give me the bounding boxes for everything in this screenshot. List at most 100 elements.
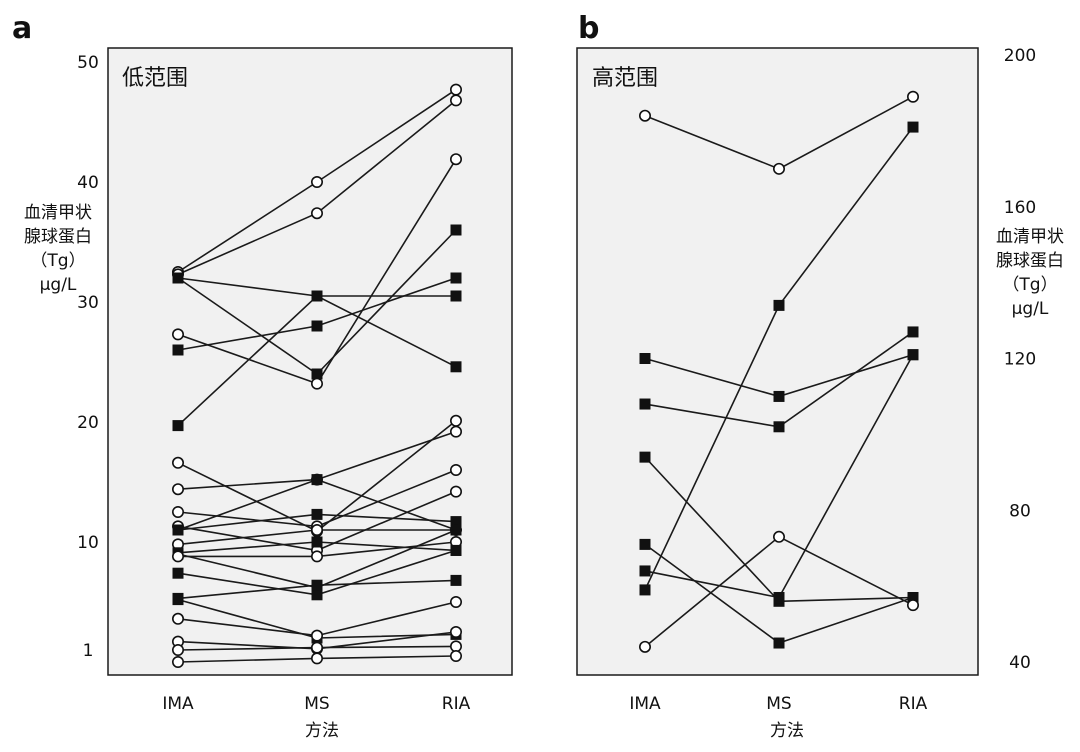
circle-marker (310, 641, 323, 654)
panel-b-y-ticks: 40 80 120 160 200 (1004, 46, 1036, 673)
circle-marker (449, 83, 462, 96)
square-marker (311, 368, 323, 380)
y-tick-label: 30 (77, 293, 99, 313)
x-tick-label: RIA (442, 694, 471, 714)
y-tick-label: 120 (1004, 350, 1036, 370)
circle-marker (172, 655, 185, 668)
y-label-line: 血清甲状 (996, 227, 1064, 247)
y-label-line: （Tg） (1002, 275, 1057, 295)
square-marker (311, 474, 323, 486)
circle-marker (449, 425, 462, 438)
square-marker (450, 361, 462, 373)
square-marker (311, 290, 323, 302)
square-marker (639, 353, 651, 364)
circle-marker (310, 652, 323, 665)
x-tick-label: IMA (629, 694, 661, 714)
circle-marker (449, 595, 462, 608)
square-marker (172, 524, 184, 536)
x-tick-label: IMA (162, 694, 194, 714)
square-marker (639, 398, 651, 410)
square-marker (450, 574, 462, 586)
square-marker (450, 524, 462, 536)
circle-marker (638, 109, 651, 122)
square-marker (639, 565, 651, 577)
square-marker (311, 579, 323, 591)
square-marker (311, 320, 323, 332)
panel-b-frame (576, 47, 979, 676)
square-marker (639, 538, 651, 550)
y-tick-label: 80 (1009, 501, 1031, 521)
circle-marker (172, 643, 185, 656)
square-marker (172, 567, 184, 579)
panel-a-letter: a (12, 11, 32, 46)
x-tick-label: MS (766, 694, 791, 714)
panel-a-x-ticks: IMA MS RIA (162, 694, 470, 714)
square-marker (773, 421, 785, 433)
circle-marker (310, 207, 323, 220)
circle-marker (772, 162, 785, 175)
panel-b-x-ticks: IMA MS RIA (629, 694, 927, 714)
square-marker (907, 592, 919, 604)
y-label-line: （Tg） (30, 251, 85, 271)
square-marker (172, 420, 184, 432)
panel-b-x-label: 方法 (770, 721, 804, 741)
circle-marker (310, 523, 323, 536)
circle-marker (906, 599, 919, 612)
y-tick-label: 1 (83, 641, 94, 661)
circle-marker (449, 463, 462, 476)
square-marker (639, 451, 651, 463)
panel-a-x-label: 方法 (305, 721, 339, 741)
circle-marker (449, 625, 462, 638)
square-marker (907, 349, 919, 361)
square-marker (450, 544, 462, 556)
y-tick-label: 50 (77, 53, 99, 73)
square-marker (907, 326, 919, 338)
circle-marker (172, 328, 185, 341)
y-label-line: μg/L (40, 275, 77, 295)
y-label-line: 血清甲状 (24, 203, 92, 223)
circle-marker (772, 530, 785, 543)
x-tick-label: RIA (899, 694, 928, 714)
square-marker (450, 516, 462, 528)
square-marker (172, 272, 184, 284)
circle-marker (172, 612, 185, 625)
panel-b-letter: b (578, 11, 599, 46)
circle-marker (172, 550, 185, 563)
y-tick-label: 200 (1004, 46, 1036, 66)
circle-marker (906, 90, 919, 103)
square-marker (450, 272, 462, 284)
panel-a-title: 低范围 (122, 66, 188, 91)
square-marker (311, 508, 323, 520)
square-marker (907, 121, 919, 133)
circle-marker (310, 550, 323, 563)
square-marker (311, 536, 323, 548)
circle-marker (449, 94, 462, 107)
y-tick-label: 40 (77, 173, 99, 193)
square-marker (773, 390, 785, 402)
square-marker (773, 637, 785, 649)
circle-marker (449, 485, 462, 498)
x-tick-label: MS (304, 694, 329, 714)
circle-marker (638, 640, 651, 653)
square-marker (311, 589, 323, 601)
circle-marker (449, 153, 462, 166)
panel-a-y-ticks: 1 10 20 30 40 50 (77, 53, 99, 661)
circle-marker (310, 176, 323, 189)
square-marker (172, 344, 184, 356)
y-label-line: μg/L (1012, 299, 1049, 319)
square-marker (172, 594, 184, 606)
square-marker (450, 224, 462, 236)
y-label-line: 腺球蛋白 (996, 251, 1064, 271)
circle-marker (449, 649, 462, 662)
panel-a-markers (172, 83, 462, 668)
panel-b-title: 高范围 (592, 66, 658, 91)
circle-marker (310, 377, 323, 390)
square-marker (639, 584, 651, 596)
circle-marker (449, 414, 462, 427)
square-marker (450, 290, 462, 302)
